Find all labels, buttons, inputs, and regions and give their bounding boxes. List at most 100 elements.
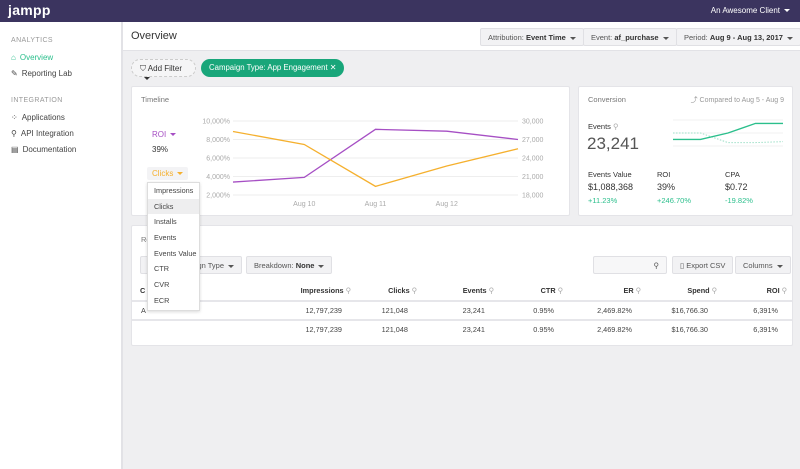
- column-header-label: Spend: [687, 286, 710, 295]
- top-bar: jampp An Awesome Client: [0, 0, 800, 22]
- sidebar-item-label: API Integration: [20, 129, 74, 138]
- event-value: af_purchase: [614, 33, 659, 42]
- x-tick-label: Aug 11: [365, 201, 387, 208]
- section-analytics: ANALYTICS: [11, 37, 53, 44]
- total-cell: 121,048: [381, 325, 408, 334]
- table-cell: 6,391%: [753, 306, 778, 315]
- column-header-impressions[interactable]: Impressions ⚲: [271, 286, 351, 295]
- sparkline-current: [673, 122, 783, 141]
- client-name: An Awesome Client: [710, 6, 780, 15]
- export-label: Export CSV: [686, 261, 726, 270]
- search-icon[interactable]: ⚲: [555, 286, 563, 295]
- columns-label: Columns: [743, 261, 773, 270]
- sidebar-item-api-integration[interactable]: ⚲ API Integration: [11, 129, 74, 138]
- period-value: Aug 9 - Aug 13, 2017: [709, 33, 783, 42]
- sidebar-item-applications[interactable]: ⁘ Applications: [11, 113, 65, 122]
- dropdown-item[interactable]: Installs: [154, 217, 177, 227]
- events-value: 23,241: [587, 134, 639, 153]
- filter-icon: ⛉: [140, 64, 146, 73]
- breakdown-dropdown[interactable]: Breakdown: None: [246, 256, 333, 274]
- metric-dropdown-menu: Impressions Clicks Installs Events Events Va…: [147, 182, 200, 311]
- table-search-input[interactable]: ⚲: [593, 256, 667, 274]
- roi-value: 39%: [657, 182, 676, 192]
- group-by-label: gn Type: [197, 261, 224, 270]
- section-integration: INTEGRATION: [11, 97, 63, 104]
- compare-text: Compared to Aug 5 - Aug 9: [699, 97, 784, 104]
- column-header-label: Clicks: [388, 286, 410, 295]
- dropdown-item[interactable]: Events Value: [154, 248, 197, 258]
- search-icon[interactable]: ⚲: [633, 286, 641, 295]
- roi-label: ROI: [657, 170, 671, 179]
- client-selector[interactable]: An Awesome Client: [711, 6, 790, 15]
- events-value-amount: $1,088,368: [588, 182, 634, 192]
- period-label: Period:: [684, 33, 708, 42]
- table-cell: 0.95%: [533, 306, 554, 315]
- divider: [132, 319, 792, 321]
- dropdown-item[interactable]: CVR: [154, 280, 170, 290]
- search-icon[interactable]: ⚲: [709, 286, 717, 295]
- cpa-delta: -19.82%: [725, 196, 753, 205]
- table-cell: $16,766.30: [671, 306, 708, 315]
- events-value-delta: +11.23%: [588, 196, 618, 205]
- dropdown-item[interactable]: Events: [154, 233, 177, 243]
- search-icon[interactable]: ⚲: [779, 286, 787, 295]
- filter-chip[interactable]: Campaign Type: App Engagement ✕: [201, 59, 345, 77]
- dropdown-item[interactable]: CTR: [154, 264, 169, 274]
- chevron-down-icon: [177, 172, 184, 176]
- search-icon[interactable]: ⚲: [343, 286, 351, 295]
- sidebar-item-label: Reporting Lab: [21, 69, 72, 78]
- sidebar-item-label: Overview: [19, 53, 54, 62]
- columns-dropdown[interactable]: Columns: [735, 256, 791, 274]
- home-icon: ⌂: [11, 53, 16, 62]
- metric2-selector[interactable]: Clicks: [147, 167, 189, 180]
- search-icon[interactable]: ⚲: [486, 286, 494, 295]
- timeline-title: Timeline: [141, 95, 170, 104]
- metric2-label: Clicks: [152, 169, 174, 178]
- sidebar-item-documentation[interactable]: ▤ Documentation: [11, 145, 76, 154]
- chevron-down-icon: [662, 36, 669, 40]
- trend-icon: ⤴: [690, 97, 698, 104]
- attribution-dropdown[interactable]: Attribution: Event Time: [480, 28, 584, 46]
- right-tick-label: 21,000: [522, 174, 544, 181]
- right-tick-label: 24,000: [522, 156, 544, 163]
- column-header-events[interactable]: Events ⚲: [414, 286, 494, 295]
- cpa-label: CPA: [725, 170, 740, 179]
- sidebar-item-reporting-lab[interactable]: ✎ Reporting Lab: [11, 69, 72, 78]
- sidebar-item-overview[interactable]: ⌂ Overview: [11, 53, 53, 62]
- search-icon: ⚲: [653, 261, 660, 270]
- left-tick-label: 4,000%: [206, 174, 230, 181]
- pencil-icon: ✎: [11, 69, 18, 78]
- column-header-er[interactable]: ER ⚲: [561, 286, 641, 295]
- plug-icon: ⚲: [11, 129, 17, 138]
- table-cell: 12,797,239: [305, 306, 342, 315]
- column-header-label: ER: [623, 286, 634, 295]
- left-tick-label: 2,000%: [206, 193, 230, 200]
- left-tick-label: 8,000%: [206, 137, 230, 144]
- close-icon[interactable]: ✕: [329, 63, 337, 72]
- export-csv-button[interactable]: ▯ Export CSV: [672, 256, 734, 274]
- add-filter-button[interactable]: ⛉ Add Filter: [131, 59, 196, 81]
- column-header-campaign[interactable]: C: [140, 286, 146, 295]
- table-cell: 2,469.82%: [597, 306, 632, 315]
- dropdown-item[interactable]: Impressions: [154, 186, 194, 195]
- events-label: Events ⚲: [588, 122, 619, 131]
- file-icon: ▯: [680, 261, 685, 270]
- search-icon[interactable]: ⚲: [409, 286, 417, 295]
- right-tick-label: 18,000: [522, 193, 544, 200]
- metric1-selector[interactable]: ROI: [152, 130, 177, 139]
- logo[interactable]: jampp: [8, 2, 51, 18]
- dropdown-item[interactable]: ECR: [154, 295, 170, 305]
- sparkline-previous: [673, 132, 783, 144]
- table-cell: 121,048: [381, 306, 408, 315]
- column-header-ctr[interactable]: CTR ⚲: [483, 286, 563, 295]
- dropdown-item[interactable]: Clicks: [148, 198, 199, 215]
- event-dropdown[interactable]: Event: af_purchase: [583, 28, 677, 46]
- events-label-text: Events: [588, 122, 611, 131]
- column-header-clicks[interactable]: Clicks ⚲: [337, 286, 417, 295]
- period-dropdown[interactable]: Period: Aug 9 - Aug 13, 2017: [676, 28, 800, 46]
- column-header-roi[interactable]: ROI ⚲: [707, 286, 787, 295]
- column-header-spend[interactable]: Spend ⚲: [637, 286, 717, 295]
- search-icon[interactable]: ⚲: [613, 122, 619, 131]
- event-label: Event:: [591, 33, 613, 42]
